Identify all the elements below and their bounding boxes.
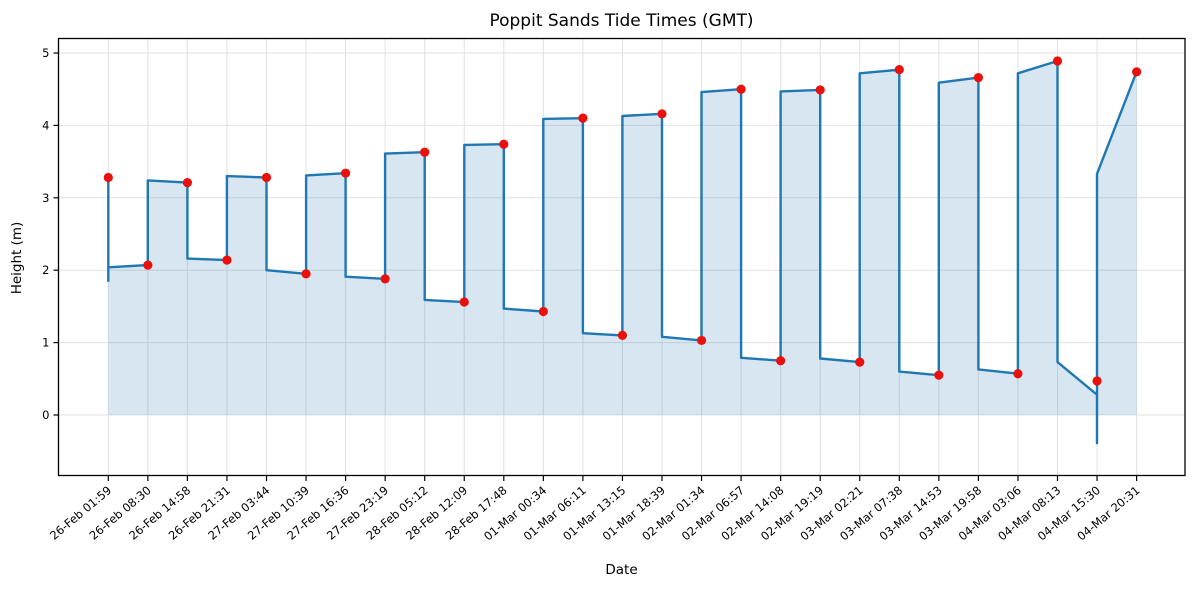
- tide-point-marker: [776, 356, 786, 366]
- tide-point-marker: [1132, 67, 1142, 77]
- tide-point-marker: [380, 274, 390, 284]
- y-tick-label: 3: [42, 191, 49, 205]
- tide-point-marker: [578, 113, 588, 123]
- tide-point-marker: [1013, 369, 1023, 379]
- tide-point-marker: [182, 177, 192, 188]
- tide-point-marker: [1052, 56, 1063, 66]
- chart-title: Poppit Sands Tide Times (GMT): [489, 11, 754, 31]
- tide-point-marker: [696, 335, 707, 346]
- y-tick-label: 0: [42, 408, 49, 422]
- x-axis-label: Date: [605, 562, 638, 578]
- tide-point-marker: [341, 168, 351, 178]
- tide-point-marker: [973, 73, 984, 83]
- tide-point-marker: [301, 269, 311, 279]
- tide-point-marker: [143, 260, 153, 270]
- y-tick-label: 5: [42, 46, 49, 60]
- tide-point-marker: [894, 65, 904, 75]
- y-tick-label: 1: [42, 336, 49, 350]
- tide-point-marker: [499, 139, 509, 149]
- tide-point-marker: [459, 297, 469, 307]
- tide-point-marker: [617, 330, 628, 340]
- y-tick-label: 2: [42, 263, 49, 277]
- tide-point-marker: [261, 172, 272, 183]
- plot-border: [57, 37, 1186, 477]
- tide-point-marker: [222, 255, 232, 265]
- tide-point-marker: [815, 85, 825, 95]
- tide-point-marker: [538, 306, 548, 317]
- y-tick-label: 4: [42, 118, 49, 132]
- tide-point-marker: [103, 172, 113, 183]
- tide-point-marker: [657, 109, 667, 119]
- tide-point-marker: [934, 370, 944, 380]
- y-axis-label: Height (m): [9, 221, 25, 295]
- tide-point-marker: [420, 147, 430, 157]
- tide-point-marker: [736, 84, 746, 94]
- tide-point-marker: [855, 357, 865, 367]
- tide-point-marker: [1092, 376, 1102, 386]
